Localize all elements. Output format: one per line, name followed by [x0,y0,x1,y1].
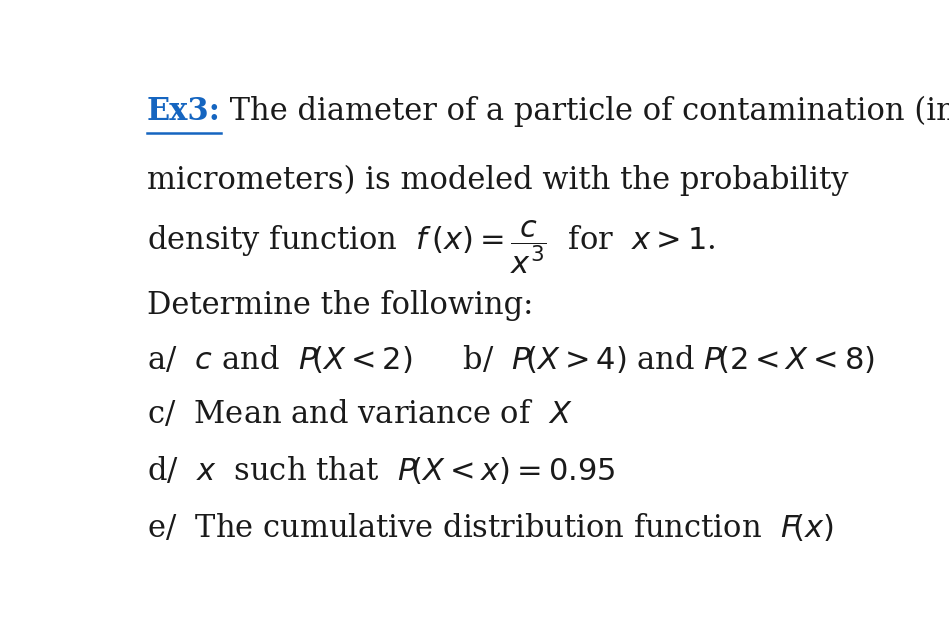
Text: Determine the following:: Determine the following: [146,291,533,321]
Text: c/  Mean and variance of  $X$: c/ Mean and variance of $X$ [146,399,572,430]
Text: The diameter of a particle of contamination (in: The diameter of a particle of contaminat… [220,96,949,127]
Text: Ex3:: Ex3: [146,96,220,127]
Text: b/  $P\!\left(X>4\right)$ and $P\!\left(2<X<8\right)$: b/ $P\!\left(X>4\right)$ and $P\!\left(2… [424,344,875,376]
Text: d/  $x$  such that  $P\!\left(X<x\right)=0.95$: d/ $x$ such that $P\!\left(X<x\right)=0.… [146,455,615,487]
Text: a/  $c$ and  $P\!\left(X<2\right)$: a/ $c$ and $P\!\left(X<2\right)$ [146,344,412,376]
Text: density function  $f\,(x)=\dfrac{c}{x^3}$  for  $x>1$.: density function $f\,(x)=\dfrac{c}{x^3}$… [146,218,715,276]
Text: e/  The cumulative distribution function  $F\!\left(x\right)$: e/ The cumulative distribution function … [146,512,833,544]
Text: micrometers) is modeled with the probability: micrometers) is modeled with the probabi… [146,164,848,196]
